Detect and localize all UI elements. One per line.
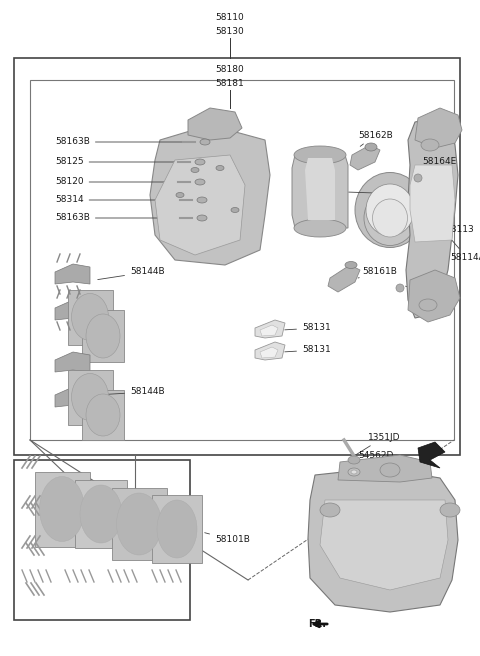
Polygon shape	[320, 500, 448, 590]
Text: 58163B: 58163B	[55, 213, 191, 222]
Ellipse shape	[348, 456, 360, 464]
Text: 58101B: 58101B	[204, 533, 250, 544]
Ellipse shape	[117, 493, 161, 555]
Polygon shape	[255, 320, 285, 338]
Polygon shape	[350, 145, 380, 170]
Polygon shape	[35, 472, 90, 547]
Text: 58162B: 58162B	[358, 131, 393, 146]
Text: 58113: 58113	[417, 218, 474, 234]
Ellipse shape	[231, 207, 239, 213]
Ellipse shape	[364, 190, 416, 245]
Ellipse shape	[365, 143, 377, 151]
Ellipse shape	[294, 219, 346, 237]
Polygon shape	[260, 325, 278, 336]
Ellipse shape	[421, 139, 439, 151]
Text: 58130: 58130	[216, 28, 244, 37]
Bar	[30, 80, 454, 440]
Ellipse shape	[355, 173, 425, 247]
Text: 1351JD: 1351JD	[356, 432, 400, 455]
Polygon shape	[328, 265, 360, 292]
Ellipse shape	[86, 314, 120, 358]
Polygon shape	[55, 300, 90, 320]
Polygon shape	[152, 495, 202, 563]
Ellipse shape	[191, 167, 199, 173]
Text: 58120: 58120	[55, 178, 191, 186]
Ellipse shape	[396, 284, 404, 292]
Polygon shape	[68, 370, 113, 425]
Text: 58131: 58131	[285, 323, 331, 333]
Ellipse shape	[372, 199, 408, 237]
Text: 58144B: 58144B	[98, 388, 165, 396]
Polygon shape	[415, 108, 462, 148]
Polygon shape	[406, 118, 458, 318]
Bar	[14, 460, 190, 620]
Ellipse shape	[294, 146, 346, 164]
Text: 58314: 58314	[55, 195, 191, 205]
Text: 58125: 58125	[55, 157, 189, 167]
Ellipse shape	[176, 192, 184, 197]
Polygon shape	[260, 347, 278, 358]
Text: 54562D: 54562D	[356, 451, 394, 468]
Text: 58164E: 58164E	[406, 286, 442, 300]
Ellipse shape	[72, 293, 108, 340]
Text: 58161B: 58161B	[358, 268, 397, 278]
Polygon shape	[418, 442, 445, 468]
Polygon shape	[68, 290, 113, 345]
Ellipse shape	[197, 197, 207, 203]
Ellipse shape	[216, 165, 224, 171]
Polygon shape	[408, 270, 460, 322]
Polygon shape	[410, 165, 455, 242]
Text: 58180: 58180	[216, 66, 244, 75]
Text: 58181: 58181	[216, 79, 244, 89]
Ellipse shape	[157, 500, 197, 558]
Ellipse shape	[195, 179, 205, 185]
Ellipse shape	[366, 184, 414, 236]
Ellipse shape	[72, 373, 108, 420]
Ellipse shape	[345, 262, 357, 268]
Polygon shape	[112, 488, 167, 560]
Text: 58114A: 58114A	[432, 217, 480, 262]
Polygon shape	[55, 352, 90, 372]
Text: 58164E: 58164E	[420, 157, 456, 174]
Text: FR.: FR.	[308, 619, 326, 629]
Polygon shape	[188, 108, 242, 140]
Ellipse shape	[320, 503, 340, 517]
Polygon shape	[305, 158, 335, 220]
Bar	[14, 58, 460, 455]
Polygon shape	[55, 264, 90, 284]
Polygon shape	[82, 390, 124, 440]
Ellipse shape	[348, 468, 360, 476]
Text: 58163B: 58163B	[55, 138, 189, 146]
Text: 58112: 58112	[349, 190, 449, 199]
Polygon shape	[150, 125, 270, 265]
Text: 58110: 58110	[216, 14, 244, 22]
Ellipse shape	[197, 215, 207, 221]
Polygon shape	[292, 155, 348, 228]
Polygon shape	[255, 342, 285, 360]
Polygon shape	[82, 310, 124, 362]
Polygon shape	[75, 480, 127, 548]
Text: 58144B: 58144B	[98, 268, 165, 279]
Ellipse shape	[414, 174, 422, 182]
Ellipse shape	[380, 463, 400, 477]
Polygon shape	[155, 155, 245, 255]
Ellipse shape	[195, 159, 205, 165]
Polygon shape	[338, 455, 432, 482]
Ellipse shape	[86, 394, 120, 436]
Ellipse shape	[80, 485, 122, 543]
Polygon shape	[308, 468, 458, 612]
Ellipse shape	[351, 470, 357, 474]
Polygon shape	[55, 387, 90, 407]
Ellipse shape	[200, 139, 210, 145]
Ellipse shape	[440, 503, 460, 517]
Ellipse shape	[419, 299, 437, 311]
Text: 58131: 58131	[285, 346, 331, 354]
Ellipse shape	[39, 476, 84, 541]
